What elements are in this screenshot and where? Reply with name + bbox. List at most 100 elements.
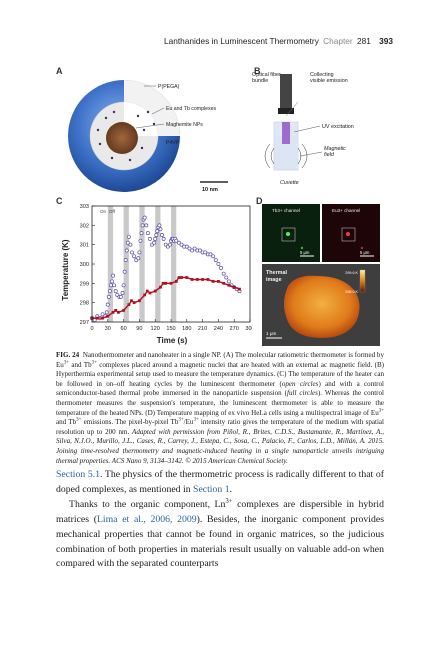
tb-channel-label: Tb3+ channel bbox=[272, 208, 300, 213]
link-section-5-1[interactable]: Section 5.1 bbox=[56, 469, 101, 480]
running-header: Lanthanides in Luminescent Thermometry C… bbox=[0, 36, 393, 46]
data-point-luminescent bbox=[147, 236, 152, 241]
header-chapter: Chapter bbox=[323, 36, 353, 46]
scalebar-d-small-2: 5 μm bbox=[360, 250, 370, 255]
data-point-luminescent bbox=[121, 283, 126, 288]
running-title: Lanthanides in Luminescent Thermometry bbox=[164, 36, 319, 46]
data-point-luminescent bbox=[136, 256, 141, 261]
data-point-luminescent bbox=[184, 244, 189, 249]
maghemite-core bbox=[106, 122, 138, 154]
label-magnetic-field: Magnetic field bbox=[324, 146, 346, 158]
chart-x-label: Time (s) bbox=[157, 336, 188, 345]
data-point-luminescent bbox=[213, 258, 218, 263]
x-tick-label: 60 bbox=[120, 326, 126, 332]
link-citation-lima[interactable]: Lima et al., 2006, 2009 bbox=[96, 513, 197, 525]
data-point-luminescent bbox=[125, 240, 130, 245]
panel-letter-d: D bbox=[256, 196, 263, 206]
thermal-image-label: Thermal image bbox=[266, 270, 287, 283]
x-tick-label: 0 bbox=[90, 326, 93, 332]
heating-band bbox=[139, 206, 145, 322]
data-point-luminescent bbox=[152, 240, 157, 245]
data-point-luminescent bbox=[167, 242, 172, 247]
colorbar bbox=[359, 269, 366, 293]
data-point-luminescent bbox=[198, 248, 202, 253]
data-point-luminescent bbox=[130, 250, 134, 255]
data-point-luminescent bbox=[161, 236, 166, 241]
x-tick-label: 120 bbox=[151, 326, 160, 332]
data-point-luminescent bbox=[119, 294, 123, 299]
data-point-luminescent bbox=[155, 229, 160, 234]
heating-band bbox=[171, 206, 177, 322]
data-point-luminescent bbox=[132, 254, 137, 259]
heating-band bbox=[107, 206, 114, 322]
label-ppega: P(PEGA) bbox=[158, 84, 180, 90]
data-point-luminescent bbox=[176, 240, 181, 245]
panel-d-thermal-images: Tb3+ channel Eu3+ channel 5 μm 5 μm Ther… bbox=[262, 204, 380, 346]
heated-cell-map bbox=[284, 275, 360, 338]
data-point-luminescent bbox=[187, 246, 192, 251]
label-cuvette: Cuvette bbox=[280, 180, 299, 186]
data-point-luminescent bbox=[105, 302, 110, 307]
y-tick-label: 297 bbox=[80, 320, 89, 326]
x-tick-label: 150 bbox=[166, 326, 175, 332]
panel-b-setup-diagram: Optical fiber bundle Collecting visible em… bbox=[252, 72, 354, 186]
data-point-luminescent bbox=[221, 271, 226, 276]
data-point-luminescent bbox=[126, 234, 131, 239]
data-point-luminescent bbox=[123, 258, 128, 263]
data-point-luminescent bbox=[142, 215, 147, 220]
uv-beam bbox=[282, 122, 290, 144]
label-optical-fiber: Optical fiber bundle bbox=[252, 72, 281, 84]
data-point-luminescent bbox=[140, 223, 145, 228]
chart-frame bbox=[91, 205, 251, 323]
panel-letter-b: B bbox=[254, 66, 261, 76]
x-tick-label: 180 bbox=[182, 326, 191, 332]
data-point-luminescent bbox=[104, 310, 109, 315]
data-point-luminescent bbox=[208, 252, 213, 257]
data-point-luminescent bbox=[120, 291, 125, 295]
complex-dots bbox=[96, 110, 156, 162]
panel-letter-a: A bbox=[56, 66, 63, 76]
data-point-luminescent bbox=[216, 262, 221, 266]
series-line-control bbox=[92, 276, 240, 319]
data-point-luminescent bbox=[110, 279, 114, 284]
data-point-luminescent bbox=[203, 250, 208, 255]
data-point-luminescent bbox=[113, 289, 118, 294]
y-tick-label: 300 bbox=[80, 262, 89, 268]
body-text: Section 5.1. The physics of the thermome… bbox=[56, 468, 384, 572]
x-tick-label: 90 bbox=[136, 326, 142, 332]
scalebar-d-small-1: 5 μm bbox=[300, 250, 310, 255]
x-tick-label: 30 bbox=[105, 326, 111, 332]
x-tick-label: 210 bbox=[198, 326, 207, 332]
optical-fiber-bundle bbox=[280, 74, 292, 112]
chart-y-label: Temperature (K) bbox=[61, 239, 70, 301]
data-point-luminescent bbox=[211, 254, 216, 259]
data-point-luminescent bbox=[226, 279, 231, 284]
data-point-luminescent bbox=[139, 231, 144, 236]
panel-c-temperature-chart: Temperature (K) Time (s) 297298299300301… bbox=[61, 204, 252, 345]
page-number: 393 bbox=[379, 36, 393, 46]
data-point-luminescent bbox=[128, 242, 133, 247]
data-point-luminescent bbox=[160, 233, 164, 237]
y-tick-label: 301 bbox=[80, 243, 89, 249]
data-point-luminescent bbox=[154, 233, 159, 237]
data-point-luminescent bbox=[138, 238, 143, 243]
label-eu-tb-complexes: Eu and Tb complexes bbox=[166, 106, 216, 112]
label-uv: UV excitation bbox=[322, 124, 354, 130]
data-point-luminescent bbox=[153, 236, 158, 241]
link-section-1[interactable]: Section 1 bbox=[193, 483, 230, 495]
heating-band bbox=[155, 206, 161, 322]
caption-label: FIG. 24 bbox=[56, 351, 80, 359]
label-p4vp: P4VP bbox=[166, 140, 180, 146]
colorbar-min: 298.0 K bbox=[345, 290, 358, 294]
scalebar-a-label: 10 nm bbox=[202, 187, 218, 193]
label-off: Off bbox=[109, 209, 116, 214]
data-point-luminescent bbox=[190, 248, 195, 253]
label-maghemite: Maghemite NPs bbox=[166, 122, 203, 128]
paragraph-2: Thanks to the organic component, Ln3+ co… bbox=[56, 497, 384, 570]
paragraph-1: Section 5.1. The physics of the thermome… bbox=[56, 469, 384, 495]
data-point-luminescent bbox=[106, 294, 111, 299]
x-tick-label: 240 bbox=[214, 326, 223, 332]
data-point-luminescent bbox=[174, 238, 179, 243]
data-point-luminescent bbox=[122, 269, 127, 274]
data-point-luminescent bbox=[144, 223, 149, 228]
